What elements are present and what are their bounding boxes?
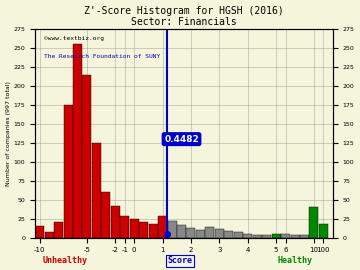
Bar — [130, 219, 139, 238]
Bar — [243, 234, 252, 238]
Text: Score: Score — [167, 256, 193, 265]
Bar — [271, 234, 280, 238]
Bar — [167, 221, 176, 238]
Bar — [139, 222, 148, 238]
Bar — [149, 224, 158, 238]
Bar — [281, 234, 290, 238]
Bar — [82, 75, 91, 238]
Bar — [120, 216, 129, 238]
Bar — [253, 235, 262, 238]
Bar — [234, 232, 243, 238]
Text: Healthy: Healthy — [278, 256, 313, 265]
Text: Unhealthy: Unhealthy — [42, 256, 87, 265]
Text: ©www.textbiz.org: ©www.textbiz.org — [44, 36, 104, 40]
Bar — [158, 216, 167, 238]
Bar — [16, 235, 25, 238]
Y-axis label: Number of companies (997 total): Number of companies (997 total) — [5, 81, 10, 186]
Bar — [7, 236, 16, 238]
Bar — [102, 192, 111, 238]
Bar — [224, 231, 233, 238]
Bar — [291, 235, 300, 238]
Bar — [186, 228, 195, 238]
Bar — [0, 236, 6, 238]
Bar — [206, 227, 215, 238]
Bar — [300, 235, 309, 238]
Bar — [111, 206, 120, 238]
Bar — [73, 45, 82, 238]
Text: The Research Foundation of SUNY: The Research Foundation of SUNY — [44, 54, 160, 59]
Bar — [196, 230, 205, 238]
Title: Z'-Score Histogram for HGSH (2016)
Sector: Financials: Z'-Score Histogram for HGSH (2016) Secto… — [84, 6, 284, 27]
Bar — [45, 232, 54, 238]
Text: 0.4482: 0.4482 — [164, 135, 199, 144]
Bar — [319, 224, 328, 238]
Bar — [64, 105, 72, 238]
Bar — [262, 235, 271, 238]
Bar — [26, 232, 35, 238]
Bar — [92, 143, 101, 238]
Bar — [54, 222, 63, 238]
Bar — [177, 225, 186, 238]
Bar — [215, 229, 224, 238]
Bar — [35, 226, 44, 238]
Bar — [310, 207, 319, 238]
